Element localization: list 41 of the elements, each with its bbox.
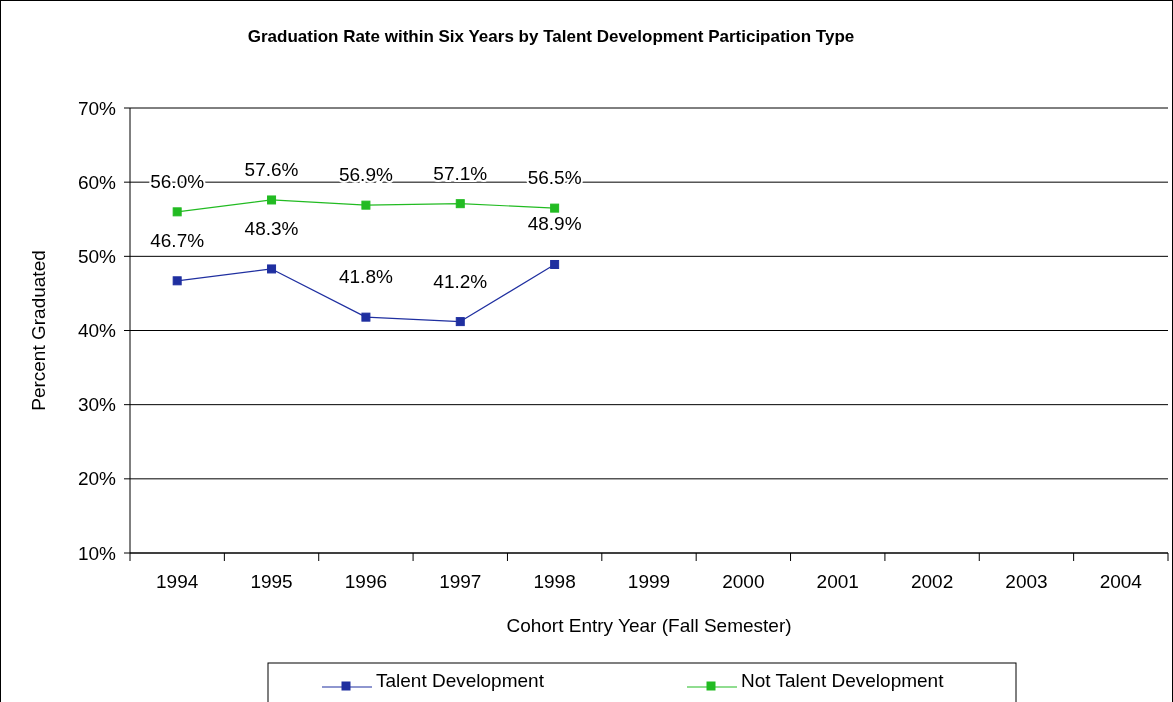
y-tick-label: 10% xyxy=(77,542,117,564)
x-tick-label: 1995 xyxy=(250,571,293,592)
point xyxy=(455,199,465,209)
x-axis-title: Cohort Entry Year (Fall Semester) xyxy=(506,615,792,636)
point xyxy=(267,264,277,274)
point xyxy=(172,276,182,286)
data-label: 41.2% xyxy=(433,270,488,292)
x-tick-label: 2003 xyxy=(1005,571,1048,592)
x-tick-label: 1999 xyxy=(627,571,671,592)
y-tick-label: 60% xyxy=(77,171,117,193)
data-label: 56.9% xyxy=(338,164,393,186)
x-tick-label: 2000 xyxy=(722,571,765,592)
legend-label: Talent Development xyxy=(376,670,545,691)
data-label: 41.8% xyxy=(338,266,393,288)
point xyxy=(550,259,560,269)
x-tick-label: 2001 xyxy=(816,571,859,592)
data-label: 57.1% xyxy=(433,162,488,184)
chart-title: Graduation Rate within Six Years by Talent Development Participation Type xyxy=(247,27,855,46)
legend-label: Not Talent Development xyxy=(741,670,945,691)
y-tick-label: 70% xyxy=(77,97,117,119)
x-tick-label: 1994 xyxy=(156,571,199,592)
y-tick-label: 50% xyxy=(77,245,117,267)
data-label: 57.6% xyxy=(244,158,299,180)
data-label: 48.3% xyxy=(244,217,299,239)
x-tick-label: 1997 xyxy=(439,571,482,592)
x-tick-label: 1998 xyxy=(533,571,576,592)
point xyxy=(455,317,465,327)
data-label: 48.9% xyxy=(527,213,582,235)
point xyxy=(267,195,277,205)
x-tick-label: 1996 xyxy=(344,571,388,592)
data-label: 46.7% xyxy=(150,229,205,251)
y-axis-title: Percent Graduated xyxy=(28,250,49,411)
point xyxy=(361,200,371,210)
y-tick-label: 30% xyxy=(77,394,117,416)
y-tick-label: 40% xyxy=(77,320,117,342)
point xyxy=(550,203,560,213)
point xyxy=(172,207,182,217)
point xyxy=(361,312,371,322)
y-tick-label: 20% xyxy=(77,468,117,490)
x-tick-label: 2002 xyxy=(910,571,954,592)
x-tick-label: 2004 xyxy=(1099,571,1143,592)
